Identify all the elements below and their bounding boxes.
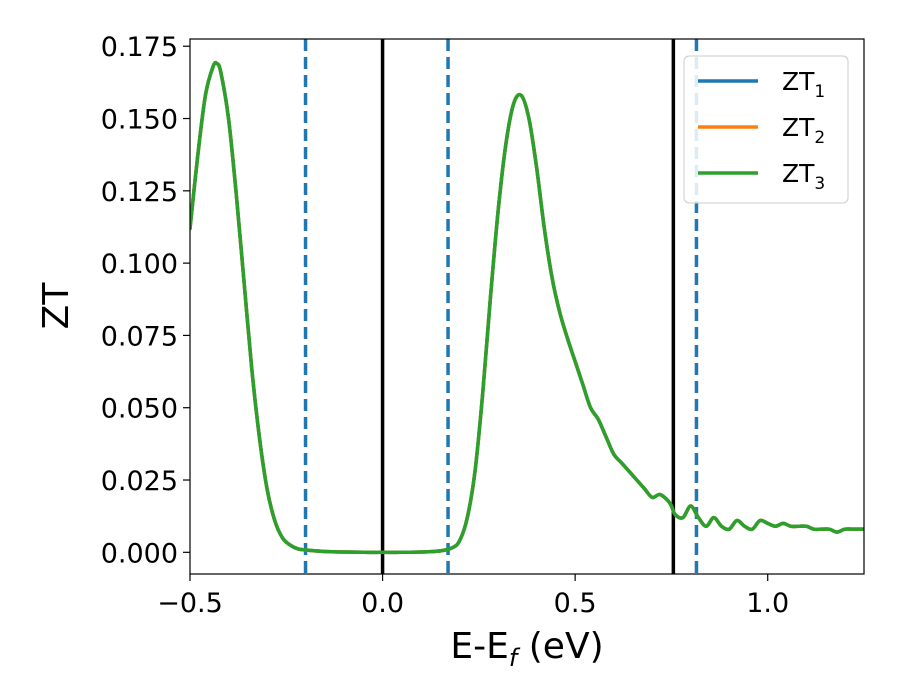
legend-label-2-main: ZT <box>782 113 815 142</box>
legend-box <box>683 55 849 204</box>
legend-label-1-sub: 1 <box>814 82 825 102</box>
legend: ZT1 ZT2 ZT3 <box>683 55 849 204</box>
legend-label-1: ZT1 <box>782 67 825 102</box>
y-tick-label: 0.000 <box>101 538 178 569</box>
series-line-zt3 <box>190 60 864 555</box>
x-tick-label: −0.5 <box>157 588 223 619</box>
y-tick-label: 0.125 <box>101 177 178 208</box>
x-axis-ticks: −0.5 0.0 0.5 1.0 <box>157 574 789 619</box>
x-tick-label: 0.5 <box>554 588 597 619</box>
legend-label-3-sub: 3 <box>814 174 825 194</box>
x-axis-title: E-Ef (eV) <box>450 626 603 672</box>
reference-lines <box>303 39 699 574</box>
y-axis-title: ZT <box>36 282 77 330</box>
y-tick-label: 0.075 <box>101 321 178 352</box>
y-tick-label: 0.175 <box>101 32 178 63</box>
legend-label-2-sub: 2 <box>814 128 825 148</box>
y-tick-label: 0.150 <box>101 105 178 136</box>
y-axis-ticks: 0.000 0.025 0.050 0.075 0.100 0.125 0.150 0.175 <box>101 32 190 569</box>
y-tick-label: 0.050 <box>101 394 178 425</box>
legend-label-2: ZT2 <box>782 113 825 148</box>
y-tick-label: 0.100 <box>101 249 178 280</box>
x-axis-title-unit: (eV) <box>517 626 603 667</box>
legend-label-3: ZT3 <box>782 159 825 194</box>
x-tick-label: 0.0 <box>361 588 404 619</box>
series-lines <box>190 60 864 555</box>
y-tick-label: 0.025 <box>101 466 178 497</box>
legend-label-3-main: ZT <box>782 159 815 188</box>
x-axis-title-main: E-E <box>450 626 508 667</box>
x-tick-label: 1.0 <box>746 588 789 619</box>
plot-frame <box>189 38 865 575</box>
legend-label-1-main: ZT <box>782 67 815 96</box>
